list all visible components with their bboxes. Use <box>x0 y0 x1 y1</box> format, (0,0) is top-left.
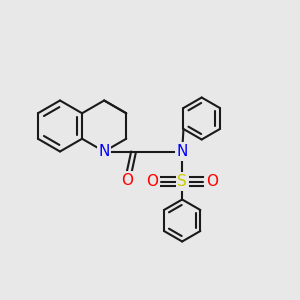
Text: N: N <box>176 144 188 159</box>
Text: S: S <box>177 174 187 189</box>
Text: O: O <box>146 174 158 189</box>
Text: N: N <box>98 144 110 159</box>
Text: O: O <box>121 172 133 188</box>
Text: O: O <box>206 174 218 189</box>
